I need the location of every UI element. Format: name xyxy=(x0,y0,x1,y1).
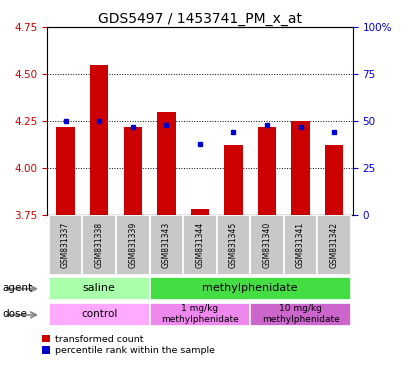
Bar xyxy=(49,215,82,275)
Text: 1 mg/kg
methylphenidate: 1 mg/kg methylphenidate xyxy=(161,304,238,324)
Title: GDS5497 / 1453741_PM_x_at: GDS5497 / 1453741_PM_x_at xyxy=(98,12,301,26)
Text: GSM831344: GSM831344 xyxy=(195,222,204,268)
Bar xyxy=(257,127,276,215)
Bar xyxy=(49,303,149,326)
Bar xyxy=(123,127,142,215)
Bar xyxy=(317,215,350,275)
Bar xyxy=(249,303,350,326)
Text: GSM831345: GSM831345 xyxy=(228,222,237,268)
Bar xyxy=(56,127,75,215)
Bar xyxy=(149,215,183,275)
Text: agent: agent xyxy=(2,283,32,293)
Text: GSM831341: GSM831341 xyxy=(295,222,304,268)
Text: GSM831337: GSM831337 xyxy=(61,222,70,268)
Bar xyxy=(224,146,242,215)
Bar xyxy=(149,276,350,300)
Bar xyxy=(283,215,317,275)
Text: 10 mg/kg
methylphenidate: 10 mg/kg methylphenidate xyxy=(261,304,339,324)
Bar xyxy=(183,215,216,275)
Text: GSM831343: GSM831343 xyxy=(162,222,171,268)
Bar xyxy=(116,215,149,275)
Text: GSM831339: GSM831339 xyxy=(128,222,137,268)
Bar xyxy=(149,303,249,326)
Bar xyxy=(157,112,175,215)
Bar xyxy=(49,276,149,300)
Bar xyxy=(324,146,342,215)
Bar xyxy=(249,215,283,275)
Text: control: control xyxy=(81,309,117,319)
Bar xyxy=(190,209,209,215)
Bar xyxy=(82,215,116,275)
Bar xyxy=(291,121,309,215)
Legend: transformed count, percentile rank within the sample: transformed count, percentile rank withi… xyxy=(42,335,214,356)
Bar xyxy=(90,65,108,215)
Text: GSM831338: GSM831338 xyxy=(94,222,103,268)
Text: methylphenidate: methylphenidate xyxy=(202,283,297,293)
Text: saline: saline xyxy=(83,283,115,293)
Text: dose: dose xyxy=(2,310,27,319)
Text: GSM831340: GSM831340 xyxy=(262,222,271,268)
Text: GSM831342: GSM831342 xyxy=(329,222,338,268)
Bar xyxy=(216,215,249,275)
